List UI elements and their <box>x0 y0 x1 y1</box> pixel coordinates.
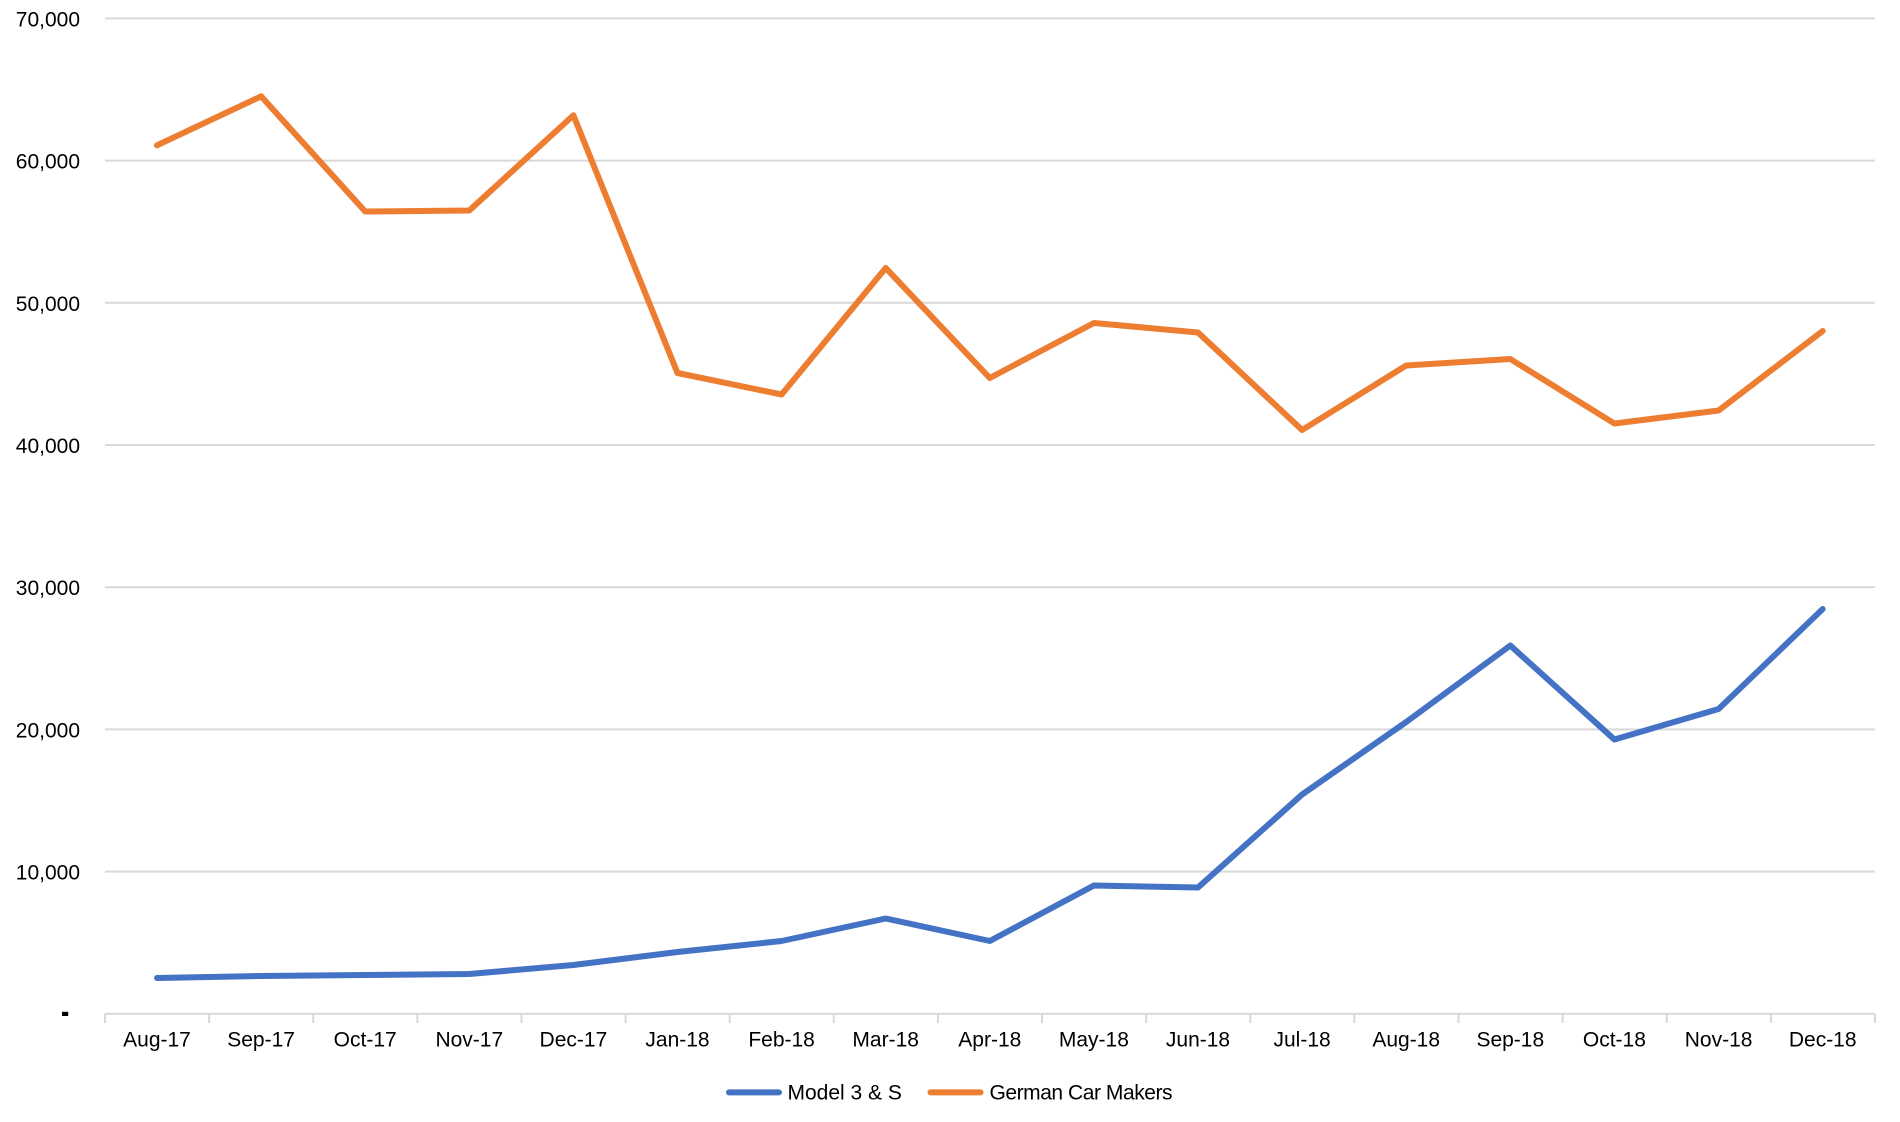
svg-text:Sep-18: Sep-18 <box>1476 1029 1544 1052</box>
svg-text:40,000: 40,000 <box>16 435 80 458</box>
svg-text:German Car Makers: German Car Makers <box>990 1081 1173 1104</box>
svg-text:Oct-17: Oct-17 <box>334 1029 397 1052</box>
svg-text:70,000: 70,000 <box>16 8 80 31</box>
svg-text:Jun-18: Jun-18 <box>1166 1029 1230 1052</box>
svg-text:Aug-17: Aug-17 <box>123 1029 191 1052</box>
svg-text:30,000: 30,000 <box>16 577 80 600</box>
svg-text:Nov-17: Nov-17 <box>435 1029 503 1052</box>
svg-text:60,000: 60,000 <box>16 151 80 174</box>
svg-text:50,000: 50,000 <box>16 293 80 316</box>
svg-text:Dec-17: Dec-17 <box>540 1029 608 1052</box>
svg-text:20,000: 20,000 <box>16 719 80 742</box>
svg-text:Jan-18: Jan-18 <box>645 1029 709 1052</box>
svg-text:Apr-18: Apr-18 <box>958 1029 1021 1052</box>
svg-text:Sep-17: Sep-17 <box>227 1029 295 1052</box>
svg-text:10,000: 10,000 <box>16 862 80 885</box>
svg-text:Aug-18: Aug-18 <box>1372 1029 1440 1052</box>
svg-text:Nov-18: Nov-18 <box>1685 1029 1753 1052</box>
svg-text:Oct-18: Oct-18 <box>1583 1029 1646 1052</box>
svg-text:Jul-18: Jul-18 <box>1273 1029 1330 1052</box>
svg-text:Model 3 & S: Model 3 & S <box>788 1081 902 1104</box>
svg-text:May-18: May-18 <box>1059 1029 1129 1052</box>
svg-text:Mar-18: Mar-18 <box>852 1029 919 1052</box>
svg-text:Feb-18: Feb-18 <box>748 1029 815 1052</box>
svg-text:Dec-18: Dec-18 <box>1789 1029 1857 1052</box>
